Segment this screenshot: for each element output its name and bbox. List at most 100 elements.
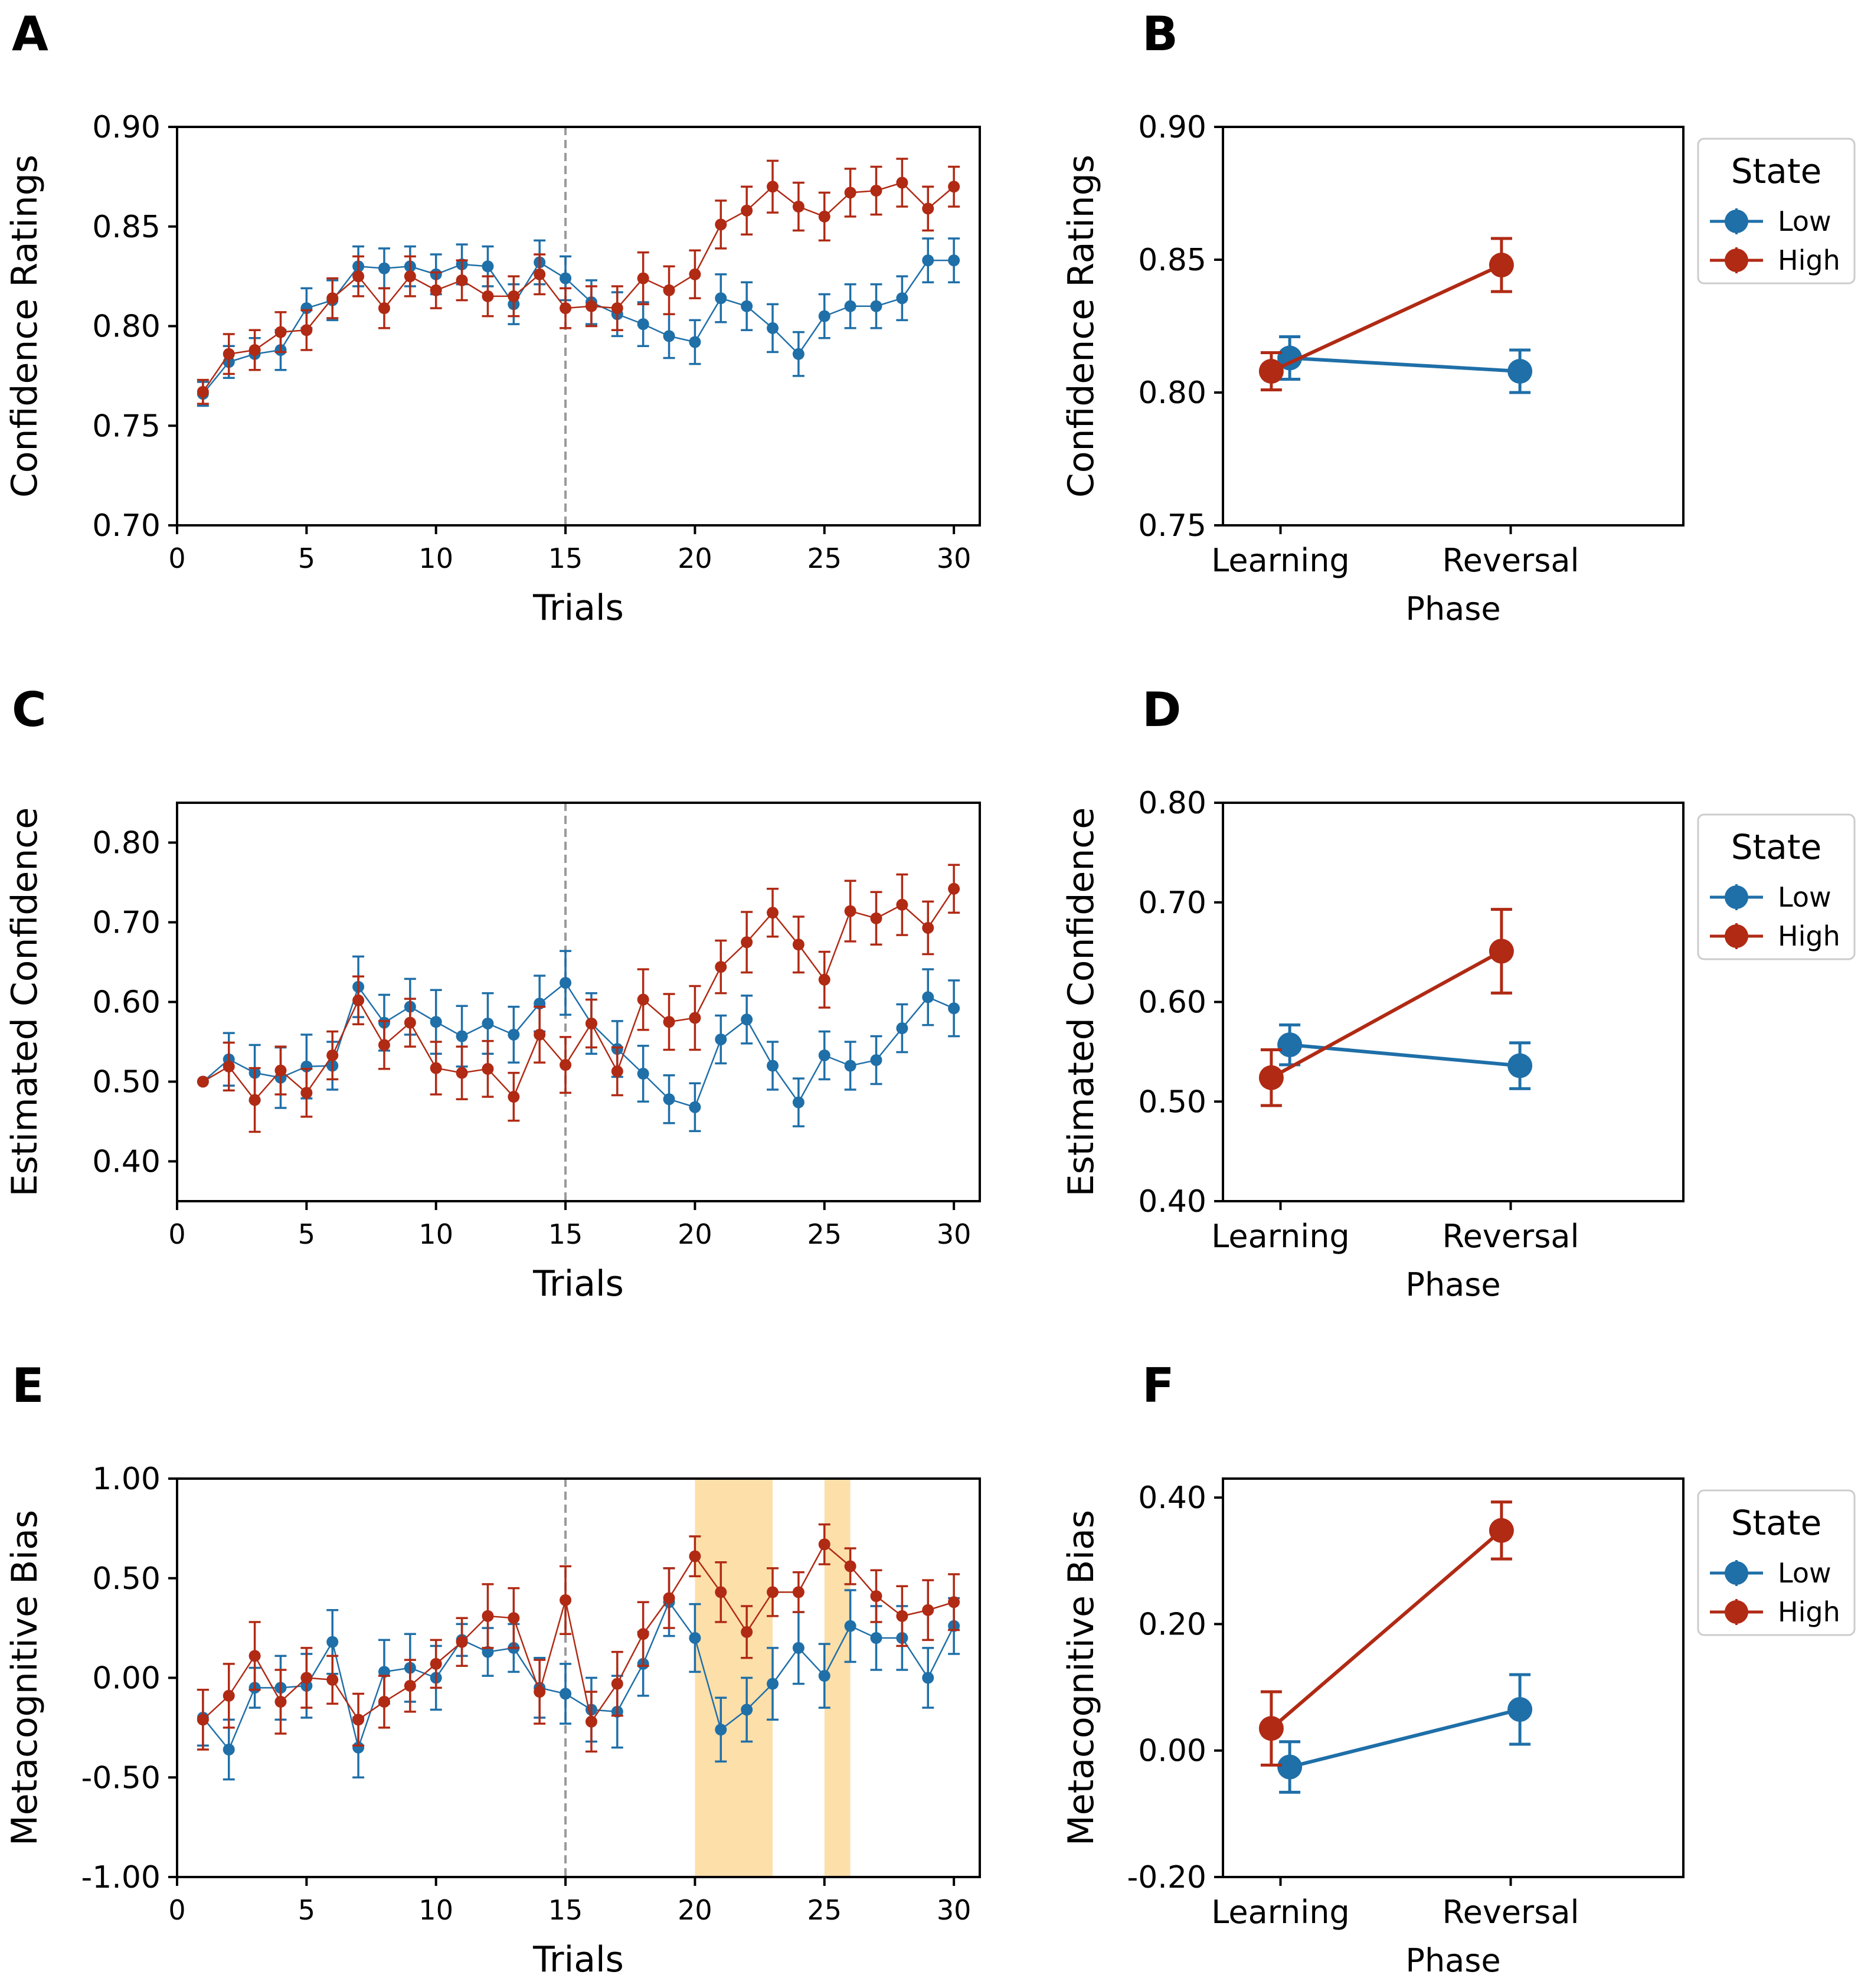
data-point	[482, 1017, 494, 1029]
data-point	[663, 1093, 675, 1106]
y-tick-label: 0.70	[92, 508, 161, 544]
data-point	[844, 1620, 856, 1632]
data-point	[715, 292, 727, 305]
series-line	[202, 1600, 955, 1751]
data-point	[430, 284, 442, 296]
data-point	[948, 1596, 960, 1608]
data-point	[818, 1538, 830, 1551]
series-line	[202, 182, 954, 393]
y-axis-label: Confidence Ratings	[4, 155, 45, 498]
legend-box	[1697, 138, 1856, 285]
series-low	[197, 950, 960, 1132]
data-point	[637, 993, 649, 1006]
data-point	[378, 262, 390, 274]
data-point	[1489, 253, 1514, 277]
legend-marker	[1725, 1600, 1748, 1624]
data-point	[430, 1016, 442, 1028]
x-tick-label: 5	[298, 1218, 315, 1250]
data-point	[767, 907, 779, 919]
data-point	[248, 344, 261, 356]
data-point	[818, 1049, 830, 1061]
data-point	[637, 1628, 649, 1640]
data-point	[741, 1626, 753, 1638]
legend-marker	[1725, 248, 1748, 272]
data-point	[663, 1592, 675, 1604]
y-tick-label: -0.50	[81, 1760, 161, 1796]
data-point	[1277, 1032, 1303, 1058]
data-point	[611, 1065, 623, 1077]
x-tick-label: 5	[298, 542, 315, 574]
data-point	[1507, 1053, 1533, 1078]
x-tick-label-learning: Learning	[1211, 1894, 1349, 1931]
legend-title: State	[1731, 151, 1822, 191]
data-point	[741, 1013, 753, 1026]
data-point	[611, 302, 623, 315]
data-point	[896, 1610, 908, 1622]
data-point	[560, 302, 572, 315]
legend-box	[1697, 1489, 1856, 1636]
series-low	[1277, 1023, 1533, 1090]
data-point	[922, 1604, 934, 1616]
data-point	[922, 254, 934, 267]
legend-entry-high: High	[1710, 920, 1840, 952]
data-point	[818, 310, 830, 322]
x-tick-label: 0	[168, 542, 185, 574]
y-tick-label: 0.85	[1138, 243, 1206, 278]
data-point	[378, 1039, 390, 1051]
data-point	[715, 1033, 727, 1045]
data-point	[326, 1673, 339, 1686]
data-point	[715, 1586, 727, 1598]
x-axis-label: Trials	[532, 587, 624, 629]
data-point	[585, 300, 597, 312]
data-point	[456, 1636, 468, 1648]
data-point	[248, 1650, 261, 1662]
legend-label: Low	[1778, 881, 1831, 913]
panel-label: E	[12, 1358, 44, 1413]
panel-label: C	[12, 682, 47, 737]
x-tick-label: 10	[418, 1218, 453, 1250]
data-point	[560, 1059, 572, 1071]
data-point	[844, 1560, 856, 1572]
data-point	[560, 272, 572, 285]
data-point	[818, 210, 830, 223]
legend-label: Low	[1778, 1557, 1831, 1589]
data-point	[508, 1028, 520, 1041]
series-low	[1277, 1673, 1533, 1794]
data-point	[689, 1101, 701, 1113]
data-point	[715, 961, 727, 973]
legend-entry-low: Low	[1710, 1557, 1831, 1589]
data-point	[326, 1636, 339, 1648]
data-point	[404, 1016, 416, 1029]
panel-label: D	[1142, 682, 1181, 737]
y-tick-label: 0.00	[1138, 1734, 1206, 1769]
legend-title: State	[1731, 827, 1822, 867]
data-point	[1258, 359, 1284, 384]
x-tick-label: 20	[678, 542, 712, 574]
x-tick-label: 25	[807, 1894, 842, 1926]
panel-e: E -1.00 -0.50 0.00 0.50 1.00 0 5 10 15 20 25 30 Trial…	[4, 1358, 981, 1980]
data-point	[689, 1550, 701, 1562]
y-tick-label: -0.20	[1127, 1860, 1206, 1895]
series-line	[1289, 1708, 1520, 1769]
data-point	[456, 1067, 468, 1079]
panel-d: D 0.40 0.50 0.60 0.70 0.80 Learning Reversal Pha…	[1061, 682, 1856, 1303]
y-tick-label: 0.40	[1138, 1480, 1206, 1516]
y-tick-label: 1.00	[92, 1461, 161, 1497]
y-tick-label: 0.70	[1138, 885, 1206, 921]
data-point	[948, 254, 960, 267]
legend-title: State	[1731, 1503, 1822, 1543]
series-low	[197, 237, 960, 407]
y-tick-label: -1.00	[81, 1860, 161, 1895]
data-point	[870, 912, 882, 924]
legend-marker	[1725, 885, 1748, 909]
series-line	[1270, 949, 1503, 1080]
data-point	[767, 181, 779, 193]
data-point	[534, 1028, 546, 1041]
data-point	[560, 977, 572, 989]
data-point	[741, 936, 753, 949]
data-point	[1507, 359, 1533, 384]
data-point	[585, 1017, 597, 1029]
y-axis-label: Confidence Ratings	[1061, 155, 1102, 498]
x-tick-label: 10	[418, 542, 453, 574]
series-high	[197, 864, 960, 1133]
